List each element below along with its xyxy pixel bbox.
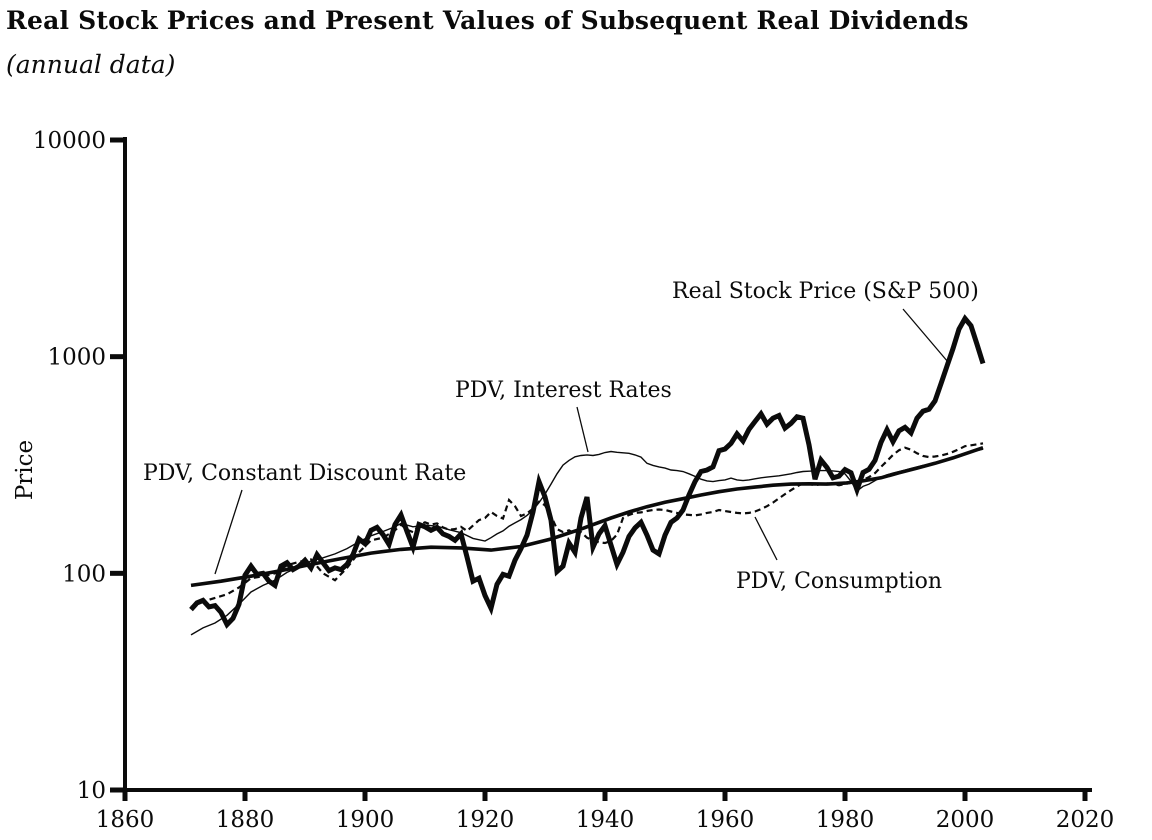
y-tick-label: 1000	[47, 345, 106, 371]
chart-subtitle: (annual data)	[6, 50, 176, 79]
x-tick-label: 1880	[216, 807, 275, 833]
annotation-leader-0	[902, 308, 949, 363]
annotation-pdv-consumption-label: PDV, Consumption	[736, 569, 943, 594]
y-tick-label: 100	[62, 561, 106, 587]
x-tick-label: 1940	[576, 807, 635, 833]
x-tick-label: 1920	[456, 807, 515, 833]
x-tick-label: 1900	[336, 807, 395, 833]
series-line-2	[190, 445, 984, 588]
x-tick-label: 1960	[696, 807, 755, 833]
annotation-leader-2	[214, 489, 243, 575]
annotation-real-stock-price-label: Real Stock Price (S&P 500)	[672, 279, 979, 304]
x-tick-label: 1860	[96, 807, 155, 833]
x-tick-label: 1980	[816, 807, 875, 833]
annotation-leader-1	[576, 406, 589, 453]
x-tick-label: 2020	[1056, 807, 1115, 833]
annotation-pdv-constant-discount-rate-label: PDV, Constant Discount Rate	[143, 461, 467, 486]
y-tick-label: 10	[77, 778, 106, 804]
chart-title: Real Stock Prices and Present Values of …	[6, 6, 969, 35]
y-tick-label: 10000	[33, 128, 106, 154]
annotation-pdv-interest-rates-label: PDV, Interest Rates	[455, 378, 672, 403]
annotation-leader-3	[754, 516, 778, 561]
x-tick-label: 2000	[936, 807, 995, 833]
series-line-3	[189, 314, 986, 629]
y-axis-title: Price	[12, 440, 38, 500]
